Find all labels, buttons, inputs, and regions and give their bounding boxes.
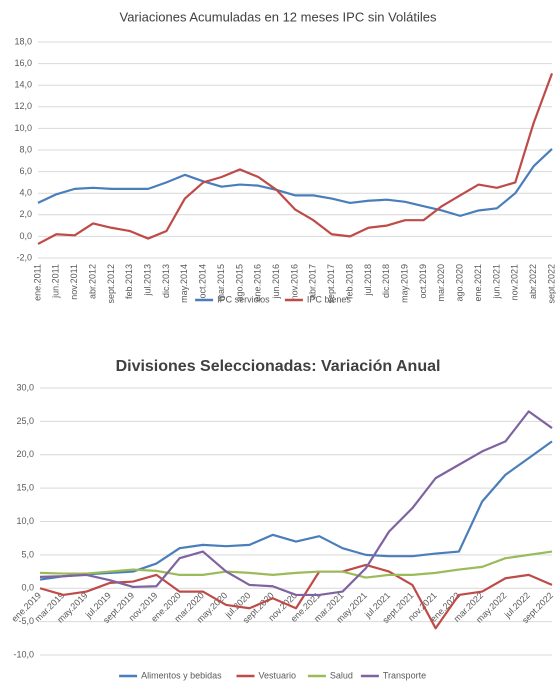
y-tick-label: 10,0 bbox=[16, 516, 34, 526]
y-tick-label: 12,0 bbox=[14, 101, 32, 111]
series-line bbox=[39, 410, 553, 597]
series-line bbox=[39, 550, 553, 579]
y-tick-label: 10,0 bbox=[14, 123, 32, 133]
x-tick-label: abr.2012 bbox=[87, 264, 97, 299]
y-tick-label: 8,0 bbox=[19, 144, 32, 154]
series-line bbox=[37, 148, 553, 217]
y-tick-label: -5,0 bbox=[18, 616, 34, 626]
x-tick-label: feb.2013 bbox=[124, 264, 134, 299]
x-tick-label: oct.2019 bbox=[418, 264, 428, 299]
x-tick-label: ene.2016 bbox=[253, 264, 263, 302]
x-tick-label: ene.2021 bbox=[473, 264, 483, 302]
x-tick-label: ago.2015 bbox=[234, 264, 244, 302]
y-tick-label: 2,0 bbox=[19, 209, 32, 219]
x-tick-label: jul.2013 bbox=[143, 264, 153, 297]
x-tick-label: abr.2022 bbox=[528, 264, 538, 299]
x-tick-label: jun.2016 bbox=[271, 264, 281, 300]
x-tick-label: sept.2012 bbox=[106, 264, 116, 304]
chart-title: Variaciones Acumuladas en 12 meses IPC s… bbox=[120, 9, 437, 24]
x-tick-label: may.2014 bbox=[179, 264, 189, 303]
x-tick-label: ene.2011 bbox=[32, 264, 42, 301]
x-tick-label: jun.2011 bbox=[51, 264, 61, 299]
x-tick-label: mar.2015 bbox=[216, 264, 226, 302]
y-tick-label: 16,0 bbox=[14, 58, 32, 68]
y-tick-label: 15,0 bbox=[16, 483, 34, 493]
x-tick-label: oct.2014 bbox=[198, 264, 208, 299]
y-tick-label: 18,0 bbox=[14, 36, 32, 46]
chart-title: Divisiones Seleccionadas: Variación Anua… bbox=[116, 358, 441, 375]
x-tick-label: jun.2021 bbox=[491, 264, 501, 300]
legend-label: IPC servicios bbox=[217, 294, 270, 304]
x-tick-label: feb.2018 bbox=[344, 264, 354, 299]
y-tick-label: 5,0 bbox=[21, 549, 34, 559]
y-tick-label: -10,0 bbox=[13, 649, 34, 659]
x-tick-label: nov.2011 bbox=[69, 264, 79, 300]
x-tick-label: nov.2016 bbox=[289, 264, 299, 300]
y-tick-label: 6,0 bbox=[19, 166, 32, 176]
x-tick-label: sept.2022 bbox=[546, 264, 556, 304]
series-line bbox=[37, 72, 554, 245]
x-tick-label: may.2019 bbox=[400, 264, 410, 303]
y-tick-label: 0,0 bbox=[19, 231, 32, 241]
legend-label: IPC bienes bbox=[307, 294, 352, 304]
x-tick-label: nov.2021 bbox=[510, 264, 520, 300]
legend-label: Transporte bbox=[383, 670, 426, 680]
y-tick-label: 20,0 bbox=[16, 449, 34, 459]
x-tick-label: ago.2020 bbox=[455, 264, 465, 302]
series-line bbox=[39, 440, 553, 581]
x-tick-label: dic.2018 bbox=[381, 264, 391, 298]
y-tick-label: -2,0 bbox=[16, 252, 32, 262]
legend-label: Vestuario bbox=[259, 670, 297, 680]
series-line bbox=[39, 563, 553, 630]
y-tick-label: 30,0 bbox=[16, 382, 34, 392]
x-tick-label: abr.2017 bbox=[308, 264, 318, 299]
x-tick-label: jul.2018 bbox=[363, 264, 373, 297]
legend-label: Alimentos y bebidas bbox=[141, 670, 222, 680]
y-tick-label: 25,0 bbox=[16, 416, 34, 426]
y-tick-label: 4,0 bbox=[19, 188, 32, 198]
x-tick-label: mar.2020 bbox=[436, 264, 446, 302]
legend-label: Salud bbox=[330, 670, 353, 680]
x-tick-label: sept.2017 bbox=[326, 264, 336, 304]
y-tick-label: 14,0 bbox=[14, 80, 32, 90]
y-tick-label: 0,0 bbox=[21, 583, 34, 593]
x-tick-label: dic.2013 bbox=[161, 264, 171, 298]
